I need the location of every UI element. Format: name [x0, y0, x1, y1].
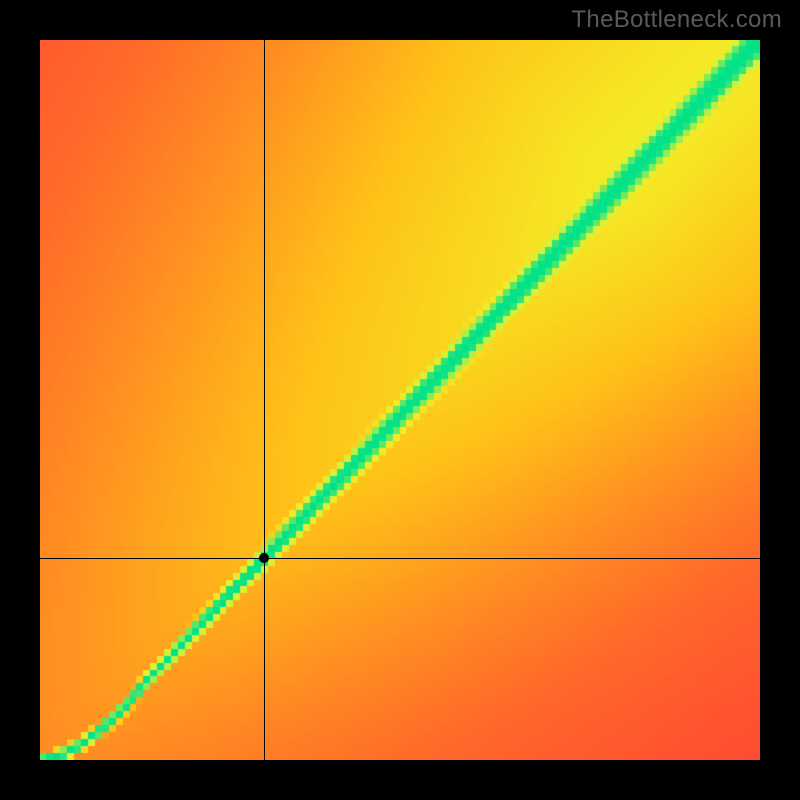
watermark-text: TheBottleneck.com	[571, 6, 782, 34]
plot-area	[40, 40, 760, 760]
crosshair-horizontal	[40, 558, 760, 559]
heatmap-canvas	[40, 40, 760, 760]
crosshair-vertical	[264, 40, 265, 760]
crosshair-marker	[259, 553, 269, 563]
